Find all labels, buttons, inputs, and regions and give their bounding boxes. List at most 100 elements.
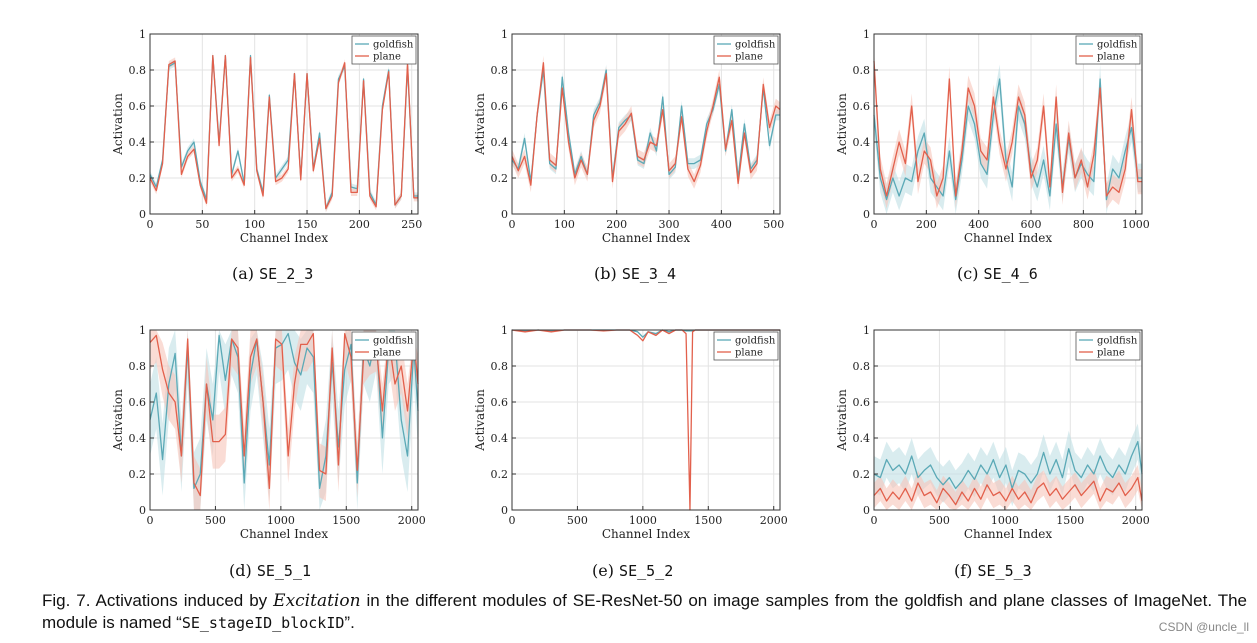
y-tick-label: 0.4 [853,432,871,445]
y-tick-label: 0.6 [853,396,871,409]
subcaption-b-module: SE_3_4 [621,265,677,283]
x-axis-label: Channel Index [964,527,1053,541]
axes-frame [873,33,1143,215]
subcaption-a: (a) SE_2_3 [232,264,313,283]
panel-c-chart: 0 200 400 600 800 1000 0 0.2 0.4 0.6 0.8 1 Channel I… [835,28,1150,245]
legend-box [351,35,417,65]
x-tick-label: 50 [195,218,209,231]
plane-series-line [873,60,1142,197]
x-tick-label: 2000 [760,514,788,527]
x-tick-label: 1500 [332,514,360,527]
watermark: CSDN @uncle_ll [1158,620,1249,634]
y-tick-label: 0 [501,208,508,221]
legend-label-goldfish: goldfish [1097,40,1138,51]
axes-frame [511,329,781,511]
legend-label-plane: plane [1097,52,1125,63]
y-tick-label: 0.4 [129,432,147,445]
y-tick-label: 0.8 [853,360,871,373]
legend-box [351,331,417,361]
x-tick-label: 500 [567,514,588,527]
plane-series-line [149,54,418,210]
y-tick-label: 0.6 [129,100,147,113]
axes-frame [149,33,419,215]
x-axis-label: Channel Index [602,527,691,541]
x-tick-label: 1500 [694,514,722,527]
x-tick-label: 500 [763,218,784,231]
y-tick-label: 0.8 [853,64,871,77]
axes-frame [511,33,781,215]
y-tick-label: 0 [139,504,146,517]
x-tick-label: 200 [916,218,937,231]
caption-suffix: ”. [344,613,355,632]
y-axis-label: Activation [835,93,849,156]
y-tick-label: 0.4 [129,136,147,149]
x-tick-label: 500 [205,514,226,527]
y-tick-label: 1 [863,28,870,41]
y-tick-label: 0.8 [491,64,509,77]
x-tick-label: 250 [401,218,422,231]
y-axis-label: Activation [835,389,849,452]
subcaption-c-module: SE_4_6 [983,265,1038,283]
y-axis-label: Activation [473,93,487,156]
y-tick-label: 0.8 [129,64,147,77]
x-tick-label: 600 [1021,218,1042,231]
legend-box [1075,35,1141,65]
x-axis-label: Channel Index [240,231,329,245]
legend-label-plane: plane [373,52,401,63]
y-tick-label: 0.8 [491,360,509,373]
subcaption-a-label: (a) [232,264,255,283]
x-tick-label: 400 [968,218,989,231]
subcaption-d-module: SE_5_1 [256,562,312,580]
y-tick-label: 0.2 [853,172,871,185]
figure-caption: Fig. 7. Activations induced by Excitatio… [42,590,1247,634]
subcaption-e-label: (e) [592,561,614,580]
subcaption-b-label: (b) [594,264,617,283]
axes-frame [149,329,419,511]
x-tick-label: 100 [554,218,575,231]
legend-label-plane: plane [373,348,401,359]
goldfish-series-line [873,440,1143,490]
y-tick-label: 0.2 [853,468,871,481]
y-tick-label: 0.2 [491,468,509,481]
x-tick-label: 0 [871,218,878,231]
legend-label-goldfish: goldfish [373,336,414,347]
panel-f-chart: 0 500 1000 1500 2000 0 0.2 0.4 0.6 0.8 1 Channel In… [835,324,1150,541]
legend-label-plane: plane [1097,348,1125,359]
subcaption-c: (c) SE_4_6 [957,264,1038,283]
y-tick-label: 1 [139,28,146,41]
y-tick-label: 0.2 [129,468,147,481]
x-tick-label: 800 [1073,218,1094,231]
y-tick-label: 0.4 [491,136,509,149]
y-tick-label: 1 [501,28,508,41]
legend-box [1075,331,1141,361]
goldfish-series-line [149,54,418,210]
x-tick-label: 0 [871,514,878,527]
x-tick-label: 0 [509,514,516,527]
legend-label-plane: plane [735,52,763,63]
x-tick-label: 500 [929,514,950,527]
subcaption-d-label: (d) [229,561,252,580]
y-tick-label: 0.2 [491,172,509,185]
caption-code: SE_stageID_blockID [181,614,345,632]
y-tick-label: 0.6 [853,100,871,113]
y-axis-label: Activation [473,389,487,452]
x-tick-label: 2000 [1122,514,1150,527]
subcaption-b: (b) SE_3_4 [594,264,676,283]
legend-box [713,35,779,65]
y-tick-label: 1 [139,324,146,337]
axes-frame [873,329,1143,511]
y-tick-label: 1 [501,324,508,337]
y-tick-label: 0.4 [491,432,509,445]
y-tick-label: 0 [139,208,146,221]
caption-prefix: Fig. 7. Activations induced by [42,591,274,610]
x-tick-label: 0 [147,218,154,231]
plane-series-line [873,476,1143,506]
y-tick-label: 1 [863,324,870,337]
subcaption-e: (e) SE_5_2 [592,561,673,580]
legend-label-goldfish: goldfish [735,40,776,51]
panel-a-chart: 0 50 100 150 200 250 0 0.2 0.4 0.6 0.8 1 Channel Ind… [111,28,422,245]
x-tick-label: 100 [244,218,265,231]
y-tick-label: 0.8 [129,360,147,373]
x-tick-label: 1000 [267,514,295,527]
